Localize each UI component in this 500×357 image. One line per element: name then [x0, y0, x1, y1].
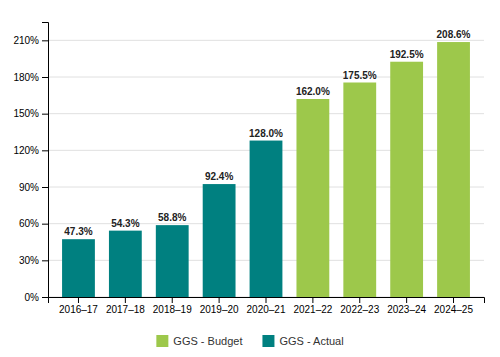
- data-labels: 47.3% 54.3% 58.8% 92.4% 128.0% 162.0% 175.5% 19…: [64, 29, 470, 237]
- legend-item: GGS - Budget: [156, 335, 242, 347]
- bar: [437, 42, 470, 297]
- legend-swatch: [262, 335, 274, 347]
- tick-label: 210%: [13, 35, 39, 46]
- tick-label: 2024–25: [434, 304, 473, 315]
- legend-label: GGS - Actual: [279, 335, 343, 347]
- tick-label: 90%: [19, 182, 39, 193]
- data-label: 128.0%: [249, 128, 283, 139]
- tick-mark: [125, 297, 126, 303]
- tick-label: 2019–20: [200, 304, 239, 315]
- tick-mark: [219, 297, 220, 303]
- tick-mark: [42, 187, 48, 188]
- tick: 2024–25: [434, 297, 473, 315]
- axis-line: [42, 23, 49, 298]
- tick: 2016–17: [59, 297, 98, 315]
- tick-label: 2022–23: [340, 304, 379, 315]
- tick-label: 2020–21: [247, 304, 286, 315]
- tick-mark: [406, 297, 407, 303]
- bar: [156, 225, 189, 297]
- tick-mark: [42, 224, 48, 225]
- tick-mark: [172, 297, 173, 303]
- bar: [250, 141, 283, 297]
- bar: [62, 239, 95, 297]
- tick-mark: [42, 40, 48, 41]
- bar: [343, 83, 376, 298]
- bar: [203, 184, 236, 297]
- tick-label: 30%: [19, 255, 39, 266]
- data-label: 192.5%: [390, 49, 424, 60]
- tick: 90%: [19, 182, 48, 193]
- tick: 2018–19: [153, 297, 192, 315]
- grid: [48, 40, 484, 297]
- tick: 2022–23: [340, 297, 379, 315]
- tick-label: 2016–17: [59, 304, 98, 315]
- data-label: 47.3%: [64, 226, 92, 237]
- legend-label: GGS - Budget: [173, 335, 242, 347]
- tick-label: 2018–19: [153, 304, 192, 315]
- legend: GGS - Budget GGS - Actual: [156, 335, 343, 347]
- tick-label: 2017–18: [106, 304, 145, 315]
- tick-mark: [42, 114, 48, 115]
- tick-mark: [78, 297, 79, 303]
- legend-swatch: [156, 335, 168, 347]
- tick-label: 2023–24: [387, 304, 426, 315]
- tick: 60%: [19, 218, 48, 229]
- tick: 150%: [13, 108, 48, 119]
- tick: 30%: [19, 255, 48, 266]
- tick-mark: [42, 260, 48, 261]
- tick: 120%: [13, 145, 48, 156]
- tick: 2023–24: [387, 297, 426, 315]
- tick-mark: [42, 150, 48, 151]
- tick-label: 60%: [19, 218, 39, 229]
- legend-item: GGS - Actual: [262, 335, 343, 347]
- data-label: 58.8%: [158, 212, 186, 223]
- tick-mark: [42, 297, 48, 298]
- bars: [62, 42, 470, 297]
- tick: 2020–21: [247, 297, 286, 315]
- tick: 210%: [13, 35, 48, 46]
- tick-label: 0%: [25, 292, 40, 303]
- y-axis: 0% 30% 60% 90% 120% 150% 180% 210%: [13, 23, 48, 303]
- bar: [390, 62, 423, 297]
- bar: [109, 231, 142, 297]
- tick: 0%: [25, 292, 48, 303]
- data-label: 162.0%: [296, 86, 330, 97]
- grid-line: [48, 40, 484, 41]
- tick-label: 120%: [13, 145, 39, 156]
- tick-mark: [42, 77, 48, 78]
- tick-mark: [453, 297, 454, 303]
- tick: 2017–18: [106, 297, 145, 315]
- data-label: 54.3%: [111, 218, 139, 229]
- tick-mark: [266, 297, 267, 303]
- chart: 47.3% 54.3% 58.8% 92.4% 128.0% 162.0% 175.5% 19…: [0, 0, 500, 357]
- axis-line: [49, 298, 485, 304]
- tick-mark: [359, 297, 360, 303]
- tick: 2021–22: [293, 297, 332, 315]
- bar: [296, 99, 329, 297]
- tick-label: 180%: [13, 72, 39, 83]
- tick-label: 2021–22: [293, 304, 332, 315]
- data-label: 208.6%: [437, 29, 471, 40]
- tick-mark: [312, 297, 313, 303]
- data-label: 175.5%: [343, 70, 377, 81]
- data-label: 92.4%: [205, 171, 233, 182]
- x-axis: 2016–17 2017–18 2018–19 2019–20 2020–21 2021–…: [49, 297, 485, 315]
- tick-label: 150%: [13, 108, 39, 119]
- tick: 180%: [13, 72, 48, 83]
- tick: 2019–20: [200, 297, 239, 315]
